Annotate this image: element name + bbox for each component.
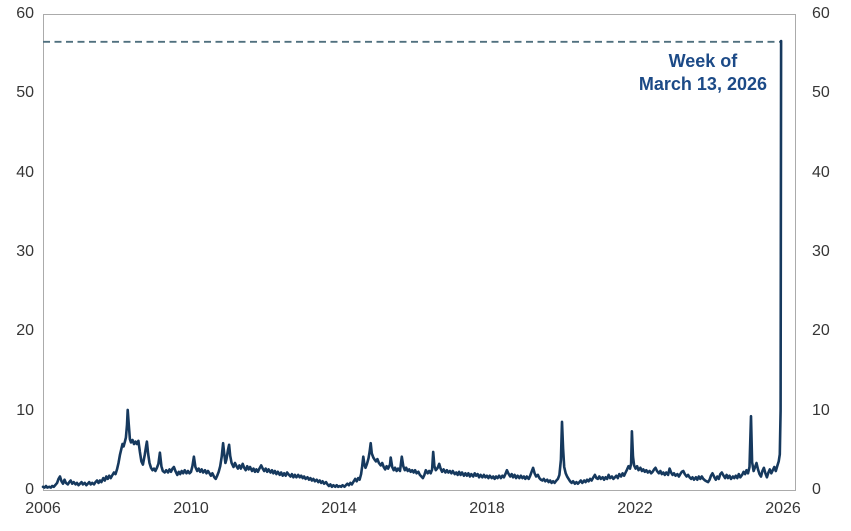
plot-border <box>43 14 796 491</box>
peak-annotation-line-1: Week of <box>668 51 738 71</box>
x-axis-tick-label: 2014 <box>321 500 357 517</box>
x-axis-tick-label: 2006 <box>25 500 61 517</box>
y-axis-tick-label-right: 20 <box>812 322 830 339</box>
y-axis-tick-label-right: 30 <box>812 243 830 260</box>
peak-annotation-line-2: March 13, 2026 <box>638 74 767 94</box>
y-axis-tick-label-right: 50 <box>812 84 830 101</box>
y-axis-tick-label-left: 0 <box>25 481 34 498</box>
x-axis-tick-label: 2018 <box>469 500 505 517</box>
x-axis-tick-label: 2022 <box>617 500 653 517</box>
y-axis-tick-label-right: 10 <box>812 402 830 419</box>
x-axis-tick-label: 2026 <box>765 500 801 517</box>
y-axis-tick-label-left: 10 <box>16 402 34 419</box>
y-axis-tick-label-right: 40 <box>812 164 830 181</box>
y-axis-tick-label-left: 40 <box>16 164 34 181</box>
y-axis-tick-label-left: 60 <box>16 5 34 22</box>
y-axis-tick-label-left: 20 <box>16 322 34 339</box>
y-axis-tick-label-left: 30 <box>16 243 34 260</box>
peak-annotation: Week of March 13, 2026 <box>639 50 767 96</box>
y-axis-tick-label-left: 50 <box>16 84 34 101</box>
y-axis-tick-label-right: 60 <box>812 5 830 22</box>
data-series-line <box>41 39 783 489</box>
x-axis-tick-label: 2010 <box>173 500 209 517</box>
y-axis-tick-label-right: 0 <box>812 481 821 498</box>
